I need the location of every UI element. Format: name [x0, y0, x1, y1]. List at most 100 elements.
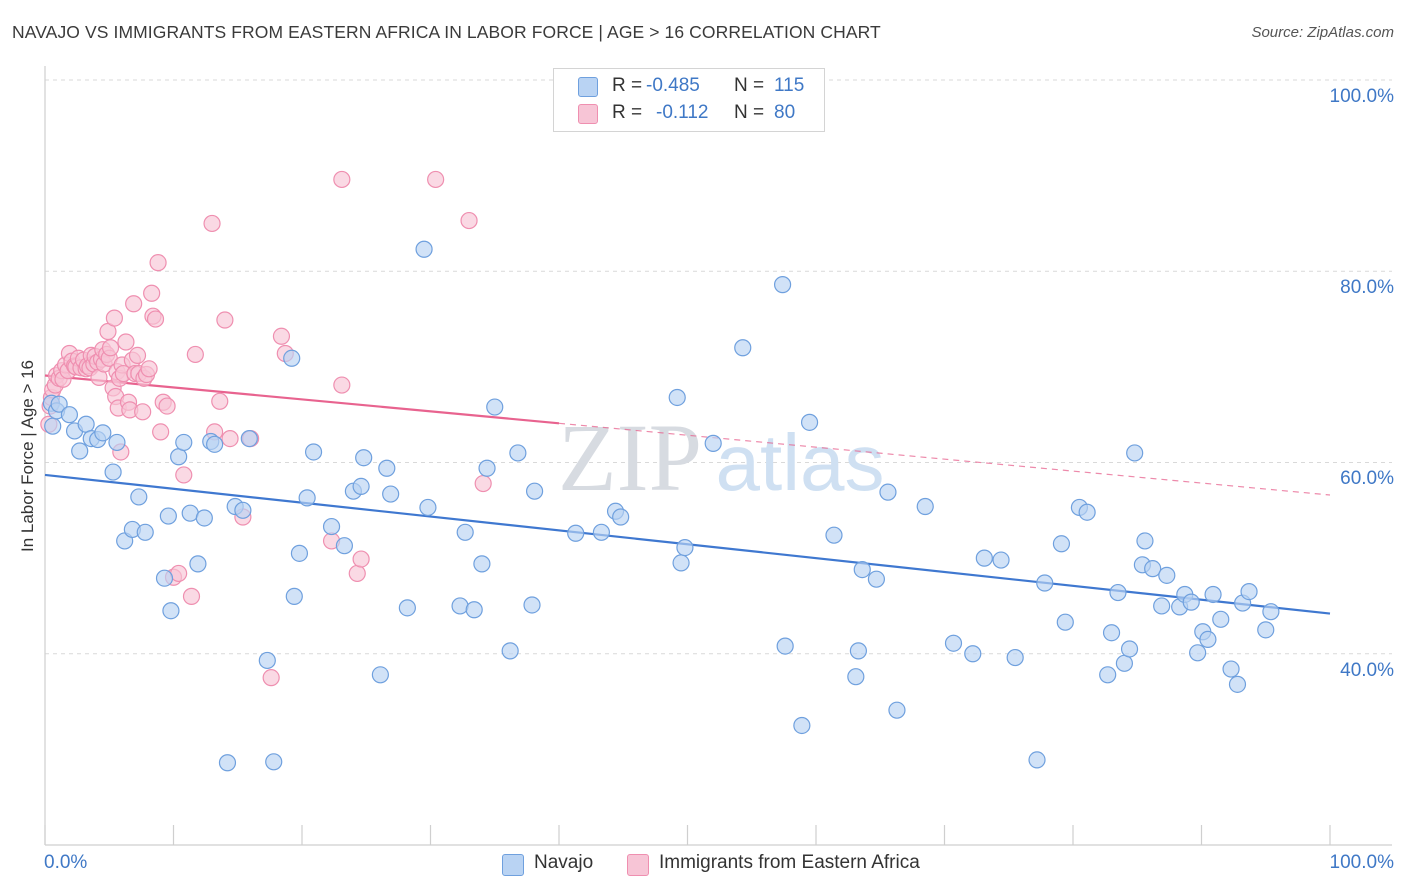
eastern-africa-point — [175, 466, 193, 484]
eastern-africa-point — [117, 333, 135, 351]
navajo-point — [1182, 593, 1200, 611]
navajo-point — [1199, 630, 1217, 649]
navajo-point — [378, 459, 396, 477]
eastern-africa-point — [143, 284, 161, 302]
eastern-africa-point — [203, 214, 221, 233]
navajo-point — [1262, 603, 1280, 621]
navajo-points — [42, 240, 1280, 772]
navajo-point — [451, 597, 469, 615]
navajo-point — [175, 433, 193, 452]
y-tick-label: 80.0% — [1340, 277, 1394, 298]
y-tick-label: 40.0% — [1340, 660, 1394, 681]
navajo-point — [60, 406, 79, 424]
navajo-point — [501, 642, 519, 660]
navajo-point — [136, 523, 154, 541]
navajo-point — [371, 666, 389, 684]
navajo-point — [258, 651, 276, 670]
navajo-point — [1052, 535, 1071, 553]
navajo-point — [240, 429, 258, 448]
eastern-africa-point — [427, 170, 445, 189]
eastern-africa-point — [333, 376, 351, 394]
navajo-point — [355, 449, 373, 467]
r-value: -0.485 — [646, 75, 700, 96]
navajo-point — [1028, 751, 1046, 769]
navajo-point — [1115, 654, 1134, 672]
legend-label: Immigrants from Eastern Africa — [659, 852, 920, 873]
navajo-point — [486, 398, 504, 416]
r-value: -0.112 — [656, 102, 709, 123]
eastern-africa-points — [40, 170, 492, 687]
eastern-africa-point — [146, 310, 165, 328]
navajo-point — [456, 523, 474, 541]
navajo-point — [285, 587, 303, 605]
navajo-point — [704, 434, 722, 452]
x-tick-label-min: 0.0% — [44, 852, 88, 873]
navajo-point — [944, 634, 963, 652]
navajo-point — [290, 544, 309, 562]
navajo-point — [964, 645, 982, 663]
eastern-africa-swatch-icon — [578, 104, 598, 124]
navajo-point — [1257, 621, 1275, 639]
navajo-point — [352, 477, 370, 496]
navajo-point — [218, 754, 237, 772]
navajo-point — [975, 549, 993, 567]
eastern-africa-point — [105, 309, 123, 327]
navajo-point — [234, 501, 252, 519]
navajo-point — [1240, 582, 1258, 601]
navajo-point — [1228, 675, 1247, 693]
navajo-point — [415, 240, 433, 258]
navajo-point — [773, 276, 792, 294]
n-label: N = — [734, 102, 765, 123]
watermark-zip: ZIP — [558, 404, 702, 511]
navajo-point — [473, 555, 491, 573]
navajo-point — [265, 753, 283, 771]
navajo-point — [71, 442, 89, 460]
navajo-point — [322, 517, 341, 536]
navajo-point — [916, 497, 934, 516]
navajo-point — [800, 413, 819, 431]
r-label: R = — [612, 75, 643, 96]
navajo-point — [283, 349, 301, 367]
navajo-point — [1120, 640, 1139, 658]
source-label: Source: ZipAtlas.com — [1251, 24, 1394, 41]
navajo-point — [734, 339, 752, 357]
navajo-point — [170, 448, 188, 466]
navajo-point — [1136, 532, 1154, 550]
navajo-point — [849, 642, 868, 660]
navajo-point — [612, 508, 630, 526]
navajo-point — [1109, 583, 1127, 602]
eastern-africa-point — [216, 311, 234, 329]
navajo-point — [509, 444, 527, 462]
eastern-africa-point — [460, 211, 478, 230]
navajo-point — [853, 560, 871, 579]
navajo-point — [672, 554, 690, 572]
x-tick-label-max: 100.0% — [1329, 852, 1394, 873]
legend-label: Navajo — [534, 852, 594, 873]
navajo-point — [867, 570, 885, 588]
navajo-point — [1153, 597, 1171, 615]
navajo-point — [478, 459, 496, 477]
eastern-africa-point — [158, 397, 176, 415]
navajo-point — [304, 443, 323, 461]
navajo-point — [847, 668, 865, 686]
navajo-point — [793, 716, 811, 735]
navajo-point — [776, 637, 794, 655]
navajo-point — [465, 601, 483, 619]
navajo-point — [668, 388, 686, 407]
navajo-point — [398, 599, 416, 617]
navajo-point — [1102, 624, 1121, 642]
navajo-point — [159, 507, 177, 525]
navajo-point — [130, 488, 148, 506]
navajo-point — [1036, 574, 1054, 592]
y-tick-label: 60.0% — [1340, 468, 1394, 489]
navajo-point — [567, 524, 585, 542]
r-label: R = — [612, 102, 643, 123]
navajo-point — [108, 433, 126, 452]
navajo-point — [1056, 613, 1074, 631]
eastern-africa-point — [101, 339, 120, 357]
navajo-point — [162, 602, 180, 620]
navajo-point — [1099, 666, 1117, 684]
n-value: 80 — [774, 102, 796, 123]
eastern-africa-point — [125, 295, 143, 313]
